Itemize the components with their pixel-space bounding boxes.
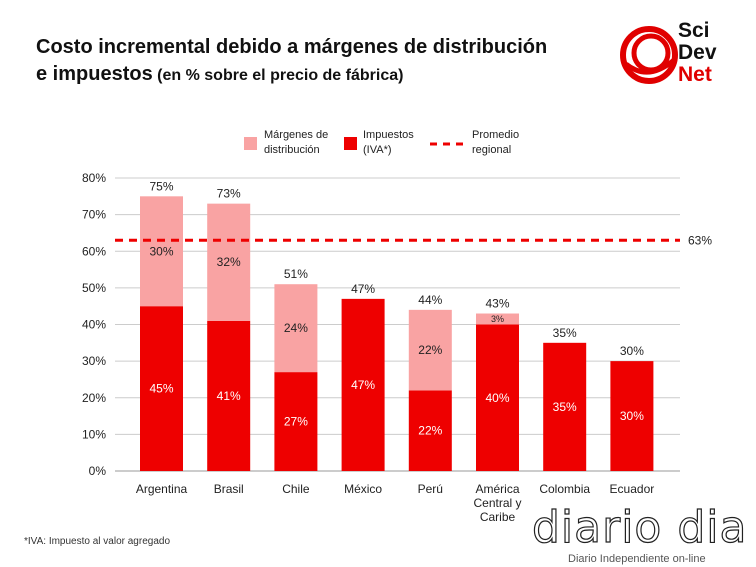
title-line1: Costo incremental debido a márgenes de d…: [36, 36, 548, 58]
bar-taxes: [274, 372, 318, 471]
y-tick-label: 50%: [82, 281, 106, 295]
bar-margins: [476, 313, 519, 325]
y-tick-label: 40%: [82, 318, 106, 332]
footnote: *IVA: Impuesto al valor agregado: [24, 536, 171, 547]
bar-taxes: [140, 306, 183, 471]
legend-margins: Márgenes de distribución: [264, 129, 329, 156]
logo-text-net: Net: [678, 63, 712, 86]
diario-dia-watermark: diario dia Diario Independiente on-line: [528, 502, 756, 567]
y-tick-label: 70%: [82, 208, 106, 222]
x-tick-label: América: [475, 482, 519, 496]
bar-label-taxes: 47%: [351, 378, 375, 392]
bar-taxes: [610, 361, 654, 471]
bar-label-taxes: 45%: [149, 382, 173, 396]
bar-label-taxes: 30%: [620, 409, 644, 423]
x-tick-label: Central y: [473, 496, 521, 510]
bar-label-margins: 32%: [217, 255, 241, 269]
bar-total-label: 73%: [217, 187, 241, 201]
bar-taxes: [207, 320, 251, 471]
bar-margins: [207, 203, 251, 321]
watermark-tagline: Diario Independiente on-line: [568, 553, 706, 565]
x-tick-label: Argentina: [136, 482, 188, 496]
scidevnet-logo: Sci Dev Net: [618, 20, 748, 90]
bar-label-margins: 30%: [149, 244, 173, 258]
swirl-logo-icon: [620, 26, 678, 84]
x-tick-label: Brasil: [214, 482, 244, 496]
bar-label-taxes: 22%: [418, 424, 442, 438]
bar-label-taxes: 41%: [217, 389, 241, 403]
x-tick-label: Caribe: [480, 510, 516, 524]
bar-label-margins: 22%: [418, 343, 442, 357]
title-line2: e impuestos: [36, 63, 153, 85]
x-tick-label: Perú: [418, 482, 443, 496]
bar-label-margins: 24%: [284, 321, 308, 335]
bar-label-taxes: 40%: [485, 391, 509, 405]
legend-swatch-taxes: [344, 137, 357, 150]
chart-title: Costo incremental debido a márgenes de d…: [36, 34, 547, 89]
bar-margins: [140, 196, 183, 307]
bar-total-label: 75%: [149, 179, 173, 193]
title-subtitle: (en % sobre el precio de fábrica): [152, 67, 404, 84]
x-tick-label: Chile: [282, 482, 310, 496]
average-line-label: 63%: [688, 233, 712, 247]
bar-margins: [408, 309, 452, 391]
logo-text-dev: Dev: [678, 41, 717, 64]
bar-total-label: 35%: [553, 326, 577, 340]
bar-taxes: [543, 342, 587, 471]
bar-label-margins: 3%: [491, 314, 504, 324]
y-tick-label: 30%: [82, 354, 106, 368]
bar-label-taxes: 35%: [553, 400, 577, 414]
y-tick-label: 60%: [82, 244, 106, 258]
y-tick-label: 20%: [82, 391, 106, 405]
legend-swatch-average: [430, 142, 468, 146]
logo-text-sci: Sci: [678, 19, 710, 42]
bar-total-label: 47%: [351, 282, 375, 296]
x-tick-label: México: [344, 482, 382, 496]
bar-total-label: 43%: [485, 297, 509, 311]
y-tick-label: 0%: [89, 464, 107, 478]
bar-taxes: [476, 324, 519, 471]
bar-total-label: 44%: [418, 293, 442, 307]
legend-swatch-margins: [244, 137, 257, 150]
x-tick-label: Ecuador: [610, 482, 655, 496]
bar-taxes: [408, 390, 452, 471]
y-tick-label: 80%: [82, 171, 106, 185]
bar-margins: [274, 284, 318, 373]
bar-label-taxes: 27%: [284, 415, 308, 429]
watermark-logo: diario dia: [531, 502, 748, 553]
x-tick-label: Colombia: [539, 482, 590, 496]
legend-average: Promedio regional: [472, 129, 520, 156]
legend-taxes: Impuestos (IVA*): [363, 129, 414, 156]
bar-taxes: [341, 298, 385, 471]
bar-total-label: 51%: [284, 267, 308, 281]
y-tick-label: 10%: [82, 427, 106, 441]
bar-total-label: 30%: [620, 344, 644, 358]
